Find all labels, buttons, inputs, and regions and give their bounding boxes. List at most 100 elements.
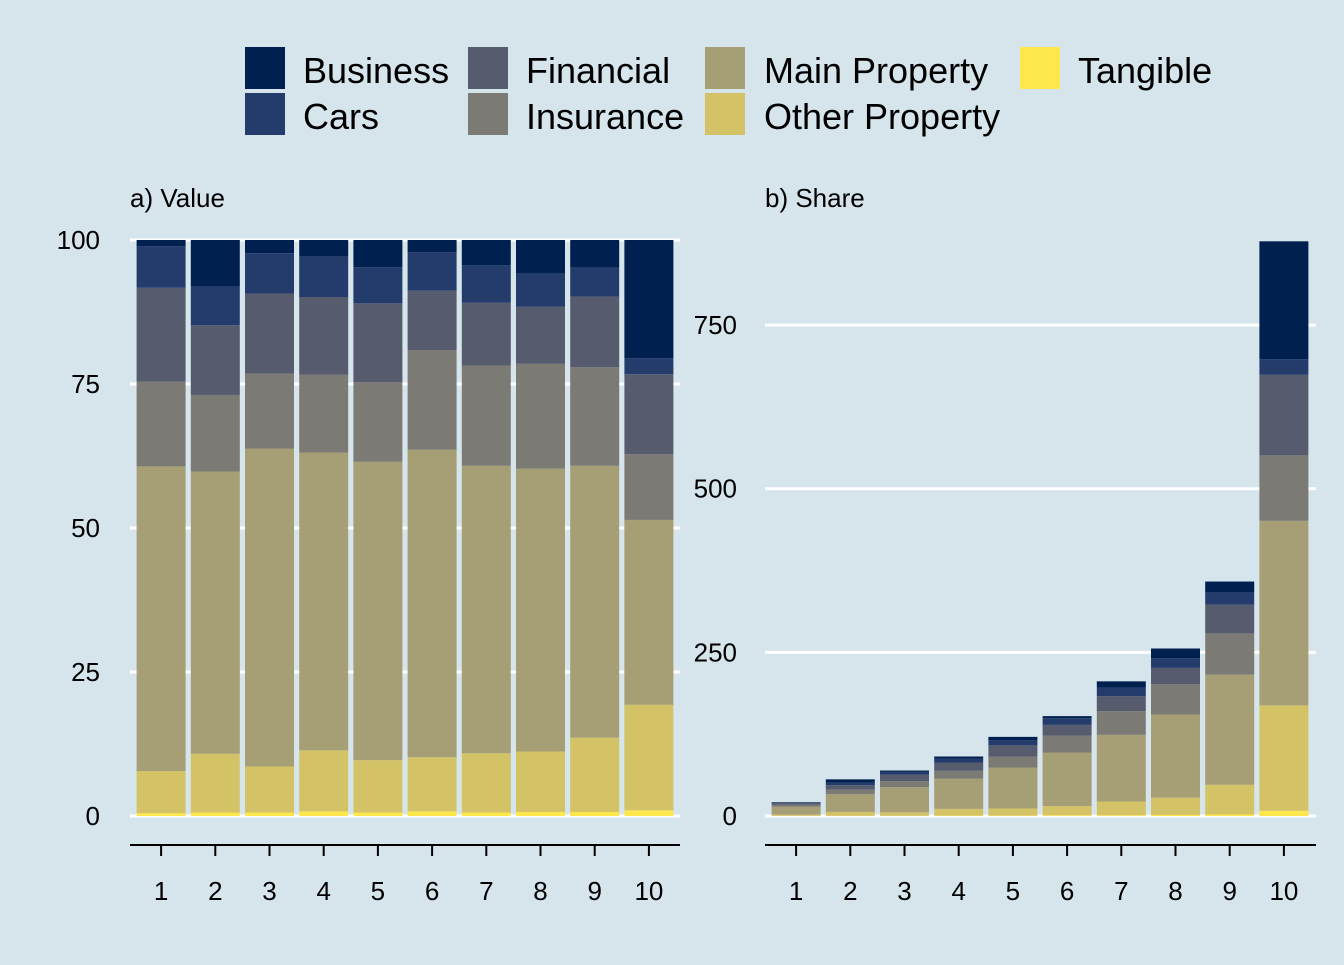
bar-financial-4 [299,297,348,375]
bar-other-property-7 [1097,801,1146,815]
bar-tangible-8 [1151,815,1200,816]
legend-label-insurance: Insurance [526,96,684,137]
bar-tangible-4 [299,811,348,816]
bar-insurance-5 [353,382,402,461]
x-tick-label: 4 [316,876,330,906]
x-tick-label: 6 [425,876,439,906]
bar-tangible-6 [408,811,457,816]
bar-financial-2 [191,325,240,395]
legend-label-main-property: Main Property [764,50,988,91]
bar-financial-8 [516,307,565,364]
bar-insurance-8 [1151,684,1200,714]
x-tick-label: 10 [634,876,663,906]
bar-main-property-8 [1151,715,1200,798]
x-tick-label: 9 [587,876,601,906]
bar-main-property-8 [516,469,565,752]
bar-financial-10 [624,374,673,454]
bar-financial-7 [1097,696,1146,711]
bar-business-7 [1097,681,1146,687]
bar-insurance-7 [462,366,511,466]
bar-tangible-9 [1205,814,1254,816]
bar-cars-4 [934,758,983,762]
bar-insurance-6 [1043,736,1092,753]
bar-main-property-4 [934,779,983,809]
bar-financial-1 [772,803,821,805]
bar-other-property-1 [772,815,821,816]
legend-swatch-insurance [468,93,508,135]
bar-insurance-3 [245,374,294,449]
legend-label-financial: Financial [526,50,670,91]
bar-cars-8 [1151,658,1200,668]
legend-label-business: Business [303,50,449,91]
bar-other-property-3 [880,812,929,815]
bar-insurance-2 [826,789,875,794]
y-tick-label: 0 [723,801,737,831]
bar-cars-3 [245,253,294,293]
bar-insurance-5 [988,757,1037,768]
bar-main-property-1 [137,466,186,771]
bar-business-10 [1259,241,1308,359]
bar-insurance-10 [624,454,673,520]
bar-business-9 [1205,582,1254,593]
bar-financial-5 [353,303,402,382]
bar-insurance-6 [408,350,457,450]
bar-other-property-10 [624,705,673,810]
bar-business-7 [462,240,511,265]
bar-tangible-5 [353,813,402,816]
bar-main-property-10 [624,520,673,705]
bar-other-property-6 [1043,806,1092,815]
bar-tangible-9 [570,812,619,816]
y-tick-label: 0 [86,801,100,831]
x-tick-label: 8 [1168,876,1182,906]
bar-main-property-10 [1259,521,1308,706]
legend-swatch-main-property [705,47,745,89]
bar-tangible-3 [245,813,294,816]
y-tick-label: 250 [694,637,737,667]
bar-insurance-7 [1097,711,1146,735]
bar-insurance-2 [191,395,240,472]
x-tick-label: 7 [1114,876,1128,906]
bar-other-property-9 [570,738,619,812]
bar-financial-6 [408,291,457,350]
x-tick-label: 10 [1269,876,1298,906]
bar-cars-2 [191,287,240,326]
legend-swatch-cars [245,93,285,135]
bar-tangible-6 [1043,815,1092,816]
bar-main-property-5 [988,768,1037,809]
legend-swatch-tangible [1020,47,1060,89]
bar-insurance-9 [570,367,619,466]
bar-insurance-1 [137,382,186,467]
bar-main-property-5 [353,462,402,760]
bar-tangible-10 [624,810,673,816]
bar-cars-7 [1097,687,1146,696]
bar-business-3 [880,771,929,772]
bar-main-property-4 [299,453,348,751]
bar-business-5 [988,737,1037,740]
bar-tangible-10 [1259,811,1308,816]
bar-financial-1 [137,288,186,382]
bar-financial-3 [245,294,294,374]
bar-cars-6 [408,252,457,291]
bar-business-4 [934,757,983,759]
bar-financial-8 [1151,668,1200,684]
y-tick-label: 500 [694,474,737,504]
bar-other-property-6 [408,757,457,811]
bar-cars-9 [1205,593,1254,605]
bar-cars-8 [516,273,565,306]
bar-main-property-9 [1205,675,1254,785]
bar-business-8 [516,240,565,273]
bar-business-8 [1151,649,1200,659]
bar-insurance-4 [299,375,348,453]
bar-other-property-5 [353,760,402,812]
bar-financial-3 [880,775,929,781]
legend-swatch-other-property [705,93,745,135]
x-tick-label: 6 [1060,876,1074,906]
bar-other-property-9 [1205,785,1254,815]
legend-label-cars: Cars [303,96,379,137]
bar-financial-9 [570,296,619,367]
bar-financial-9 [1205,605,1254,634]
bar-tangible-7 [462,813,511,816]
x-tick-label: 7 [479,876,493,906]
